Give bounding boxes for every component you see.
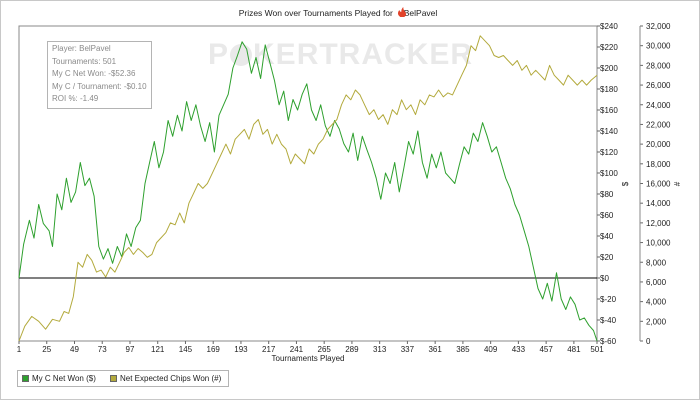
y-left-tick-label: $-60 (600, 337, 617, 346)
y-right-tick-label: 0 (646, 337, 651, 346)
x-tick-label: 1 (17, 345, 22, 354)
y-right-tick-label: 10,000 (646, 239, 671, 248)
y-right-tick-label: 32,000 (646, 22, 671, 31)
y-right-tick-label: 28,000 (646, 61, 671, 70)
legend-item-expected-chips[interactable]: Net Expected Chips Won (#) (110, 374, 221, 383)
y-left-tick-label: $220 (600, 43, 618, 52)
legend-label-net-won: My C Net Won ($) (32, 374, 96, 383)
legend-swatch-net-won (22, 375, 29, 382)
legend-label-expected-chips: Net Expected Chips Won (#) (120, 374, 222, 383)
y-right-tick-label: 8,000 (646, 258, 667, 267)
y-right-tick-label: 2,000 (646, 317, 667, 326)
y-left-tick-label: $120 (600, 148, 618, 157)
y-left-tick-label: $60 (600, 211, 614, 220)
chart-title: Prizes Won over Tournaments Played for B… (239, 8, 438, 18)
y-left-tick-label: $80 (600, 190, 614, 199)
x-tick-label: 49 (70, 345, 79, 354)
y-right-tick-label: 20,000 (646, 140, 671, 149)
y-left-tick-label: $20 (600, 253, 614, 262)
y-right-tick-label: 12,000 (646, 219, 671, 228)
x-tick-label: 361 (428, 345, 442, 354)
y-right-tick-label: 14,000 (646, 199, 671, 208)
y-left-tick-label: $240 (600, 22, 618, 31)
y-right-axis-label: # (673, 181, 682, 186)
y-left-tick-label: $200 (600, 64, 618, 73)
stat-tournaments: Tournaments: 501 (52, 56, 117, 66)
series-line-expected-chips (18, 35, 598, 342)
y-left-tick-label: $-20 (600, 295, 617, 304)
y-right-tick-label: 16,000 (646, 180, 671, 189)
stat-player: Player: BelPavel (52, 44, 111, 53)
x-tick-label: 289 (345, 345, 359, 354)
legend-item-net-won[interactable]: My C Net Won ($) (22, 374, 96, 383)
x-tick-label: 457 (539, 345, 553, 354)
y-right-tick-label: 24,000 (646, 101, 671, 110)
chart-title-prefix: Prizes Won over Tournaments Played for (239, 8, 396, 18)
stat-per-tournament: My C / Tournament: -$0.10 (52, 81, 147, 91)
watermark-logo: P KERTRACKER (208, 38, 474, 71)
x-tick-label: 169 (207, 345, 221, 354)
x-tick-label: 337 (401, 345, 415, 354)
series-line-net-won (18, 41, 598, 342)
stats-box: Player: BelPavel Tournaments: 501 My C N… (47, 41, 152, 109)
y-right-tick-label: 22,000 (646, 120, 671, 129)
x-tick-label: 217 (262, 345, 276, 354)
legend-swatch-expected-chips (110, 375, 117, 382)
stat-roi: ROI %: -1.49 (52, 94, 99, 103)
x-tick-label: 193 (234, 345, 248, 354)
y-left-tick-label: $180 (600, 85, 618, 94)
x-tick-label: 121 (151, 345, 165, 354)
chart-title-player: BelPavel (395, 8, 437, 18)
x-tick-label: 145 (179, 345, 193, 354)
x-tick-label: 385 (456, 345, 470, 354)
legend: My C Net Won ($) Net Expected Chips Won … (17, 370, 229, 387)
flame-icon (397, 7, 407, 17)
y-left-tick-label: $140 (600, 127, 618, 136)
y-left-tick-label: $40 (600, 232, 614, 241)
x-tick-label: 409 (484, 345, 498, 354)
x-tick-label: 97 (126, 345, 135, 354)
y-left-tick-label: $160 (600, 106, 618, 115)
y-right-tick-label: 18,000 (646, 160, 671, 169)
x-tick-label: 433 (512, 345, 526, 354)
x-axis-label: Tournaments Played (272, 354, 345, 363)
stat-net-won: My C Net Won: -$52.36 (52, 69, 136, 78)
y-right-tick-label: 6,000 (646, 278, 667, 287)
x-tick-label: 265 (318, 345, 332, 354)
x-tick-label: 25 (42, 345, 51, 354)
x-tick-label: 241 (290, 345, 304, 354)
plot-area (18, 25, 598, 342)
x-tick-label: 481 (567, 345, 581, 354)
y-right-tick-label: 4,000 (646, 298, 667, 307)
y-left-tick-label: $100 (600, 169, 618, 178)
x-tick-label: 313 (373, 345, 387, 354)
y-left-tick-label: $-40 (600, 316, 617, 325)
y-right-tick-label: 30,000 (646, 42, 671, 51)
y-left-axis-label: $ (621, 181, 630, 186)
x-tick-label: 501 (590, 345, 604, 354)
x-tick-label: 73 (98, 345, 107, 354)
y-left-tick-label: $0 (600, 274, 609, 283)
y-right-tick-label: 26,000 (646, 81, 671, 90)
